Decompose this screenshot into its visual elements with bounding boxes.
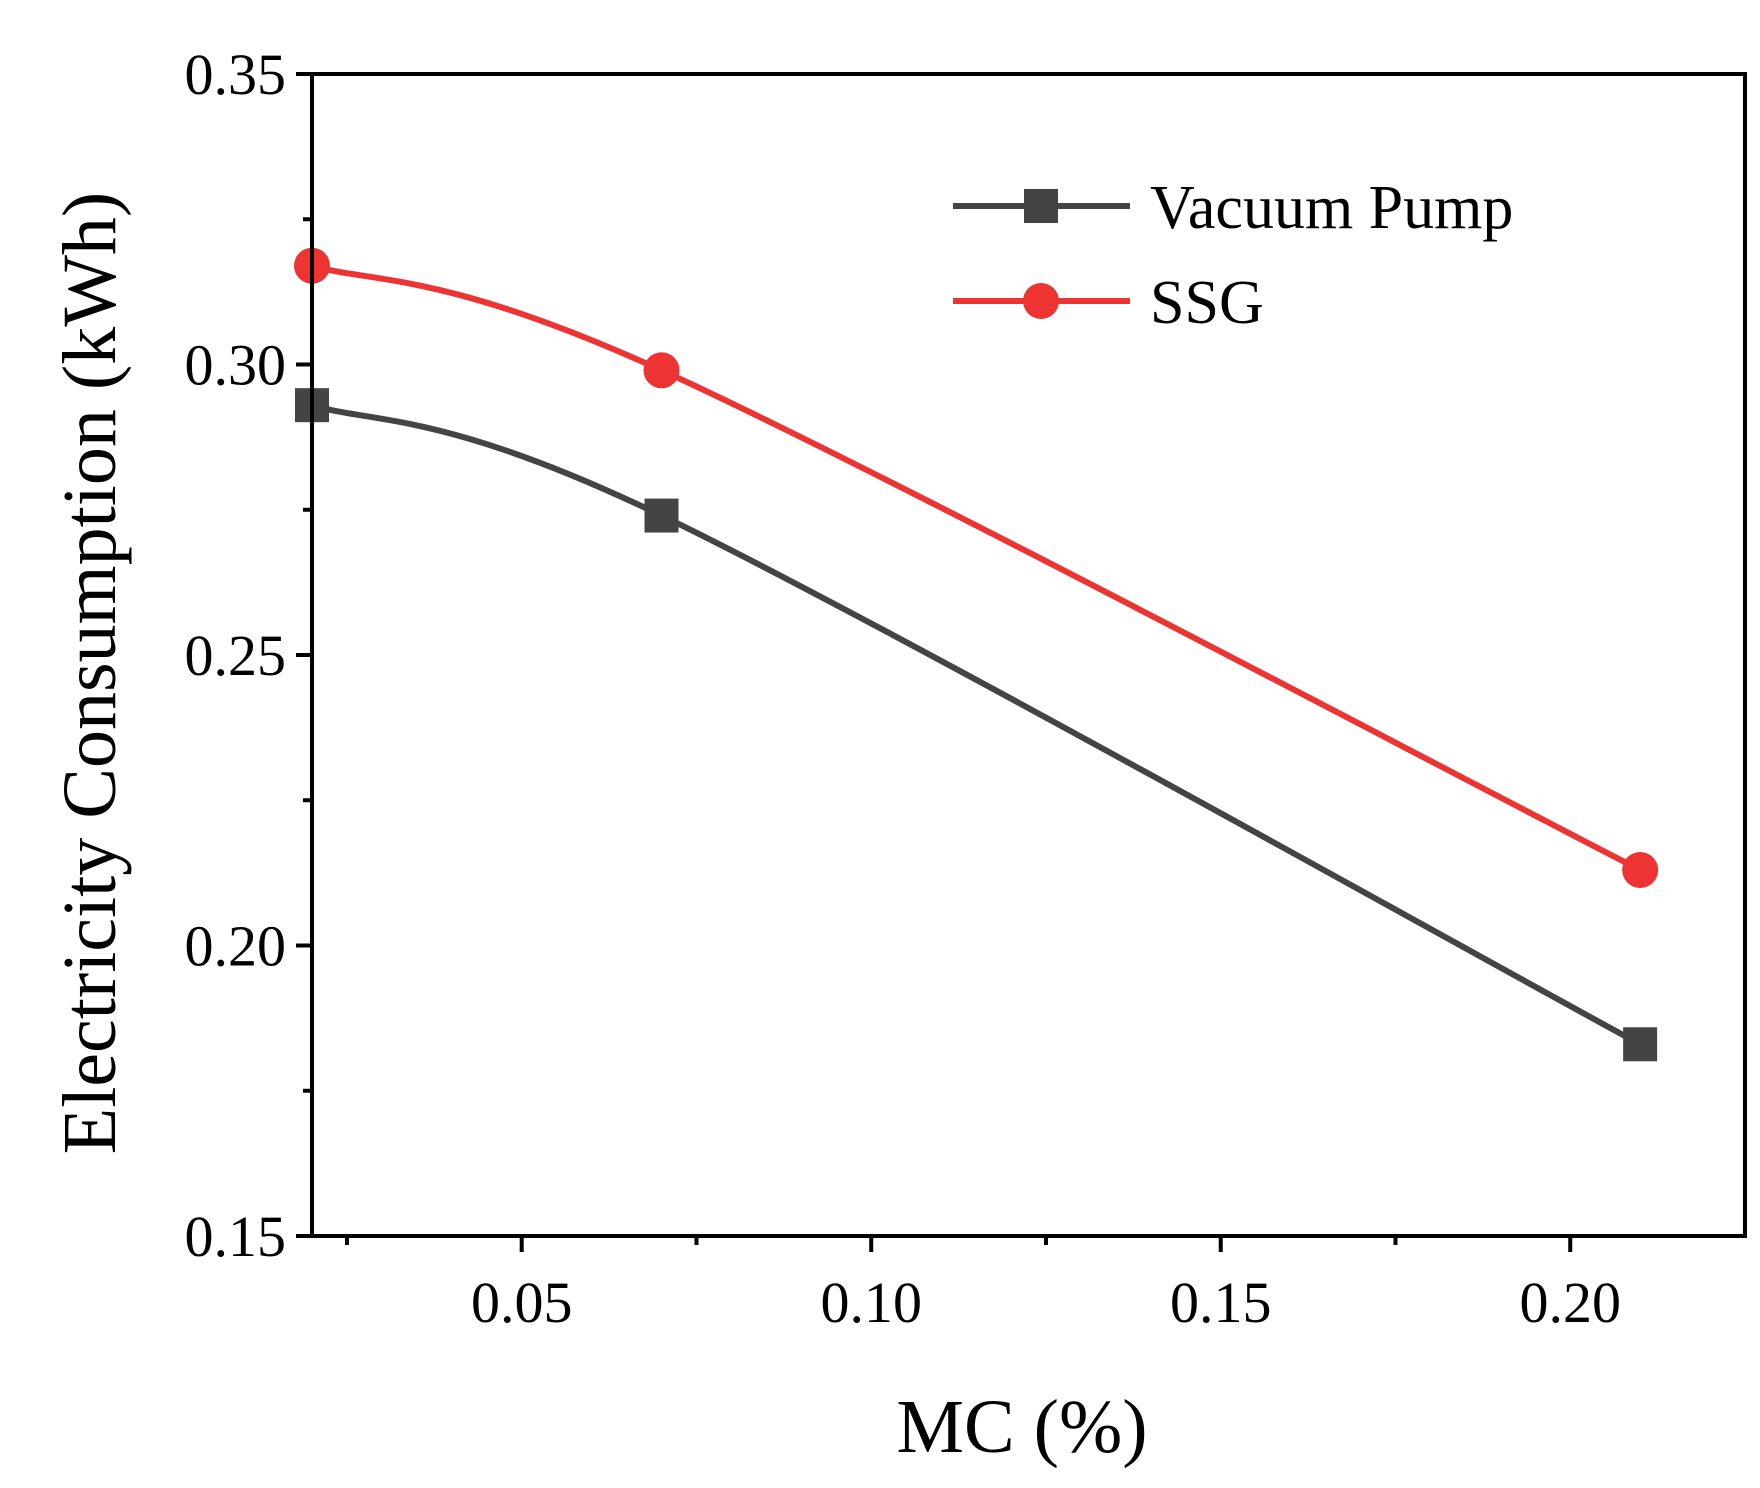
y-tick-label: 0.25 [185,623,287,688]
legend-label-ssg: SSG [1150,269,1264,337]
y-tick-label: 0.15 [185,1204,287,1269]
x-tick-label: 0.10 [820,1270,922,1335]
data-point-vacuum-pump [1623,1027,1658,1062]
y-tick-label: 0.20 [185,914,287,979]
series-line-vacuum-pump [311,402,1642,1047]
series-lines [311,262,1642,1047]
data-point-ssg [1622,851,1659,888]
legend-marker-ssg [1023,283,1059,319]
series-markers [294,247,1659,1062]
legend-marker-vacuum-pump [1024,189,1058,223]
legend-label-vacuum-pump: Vacuum Pump [1150,174,1513,242]
y-tick-label: 0.35 [185,42,287,107]
series-line-ssg [311,262,1642,873]
legend: Vacuum Pump SSG [953,174,1513,337]
data-point-vacuum-pump [644,498,679,533]
y-axis-title: Electricity Consumption (kWh) [48,192,132,1154]
plot-frame [310,72,1747,1238]
x-tick-label: 0.20 [1519,1270,1621,1335]
x-tick-label: 0.15 [1170,1270,1272,1335]
data-point-ssg [643,352,680,389]
axis-ticks: 0.05 0.10 0.15 0.20 0.15 0.20 0.25 0.30 0.35 [185,42,1621,1335]
y-tick-label: 0.30 [185,333,287,398]
x-tick-label: 0.05 [471,1270,573,1335]
x-axis-title: MC (%) [896,1385,1147,1469]
